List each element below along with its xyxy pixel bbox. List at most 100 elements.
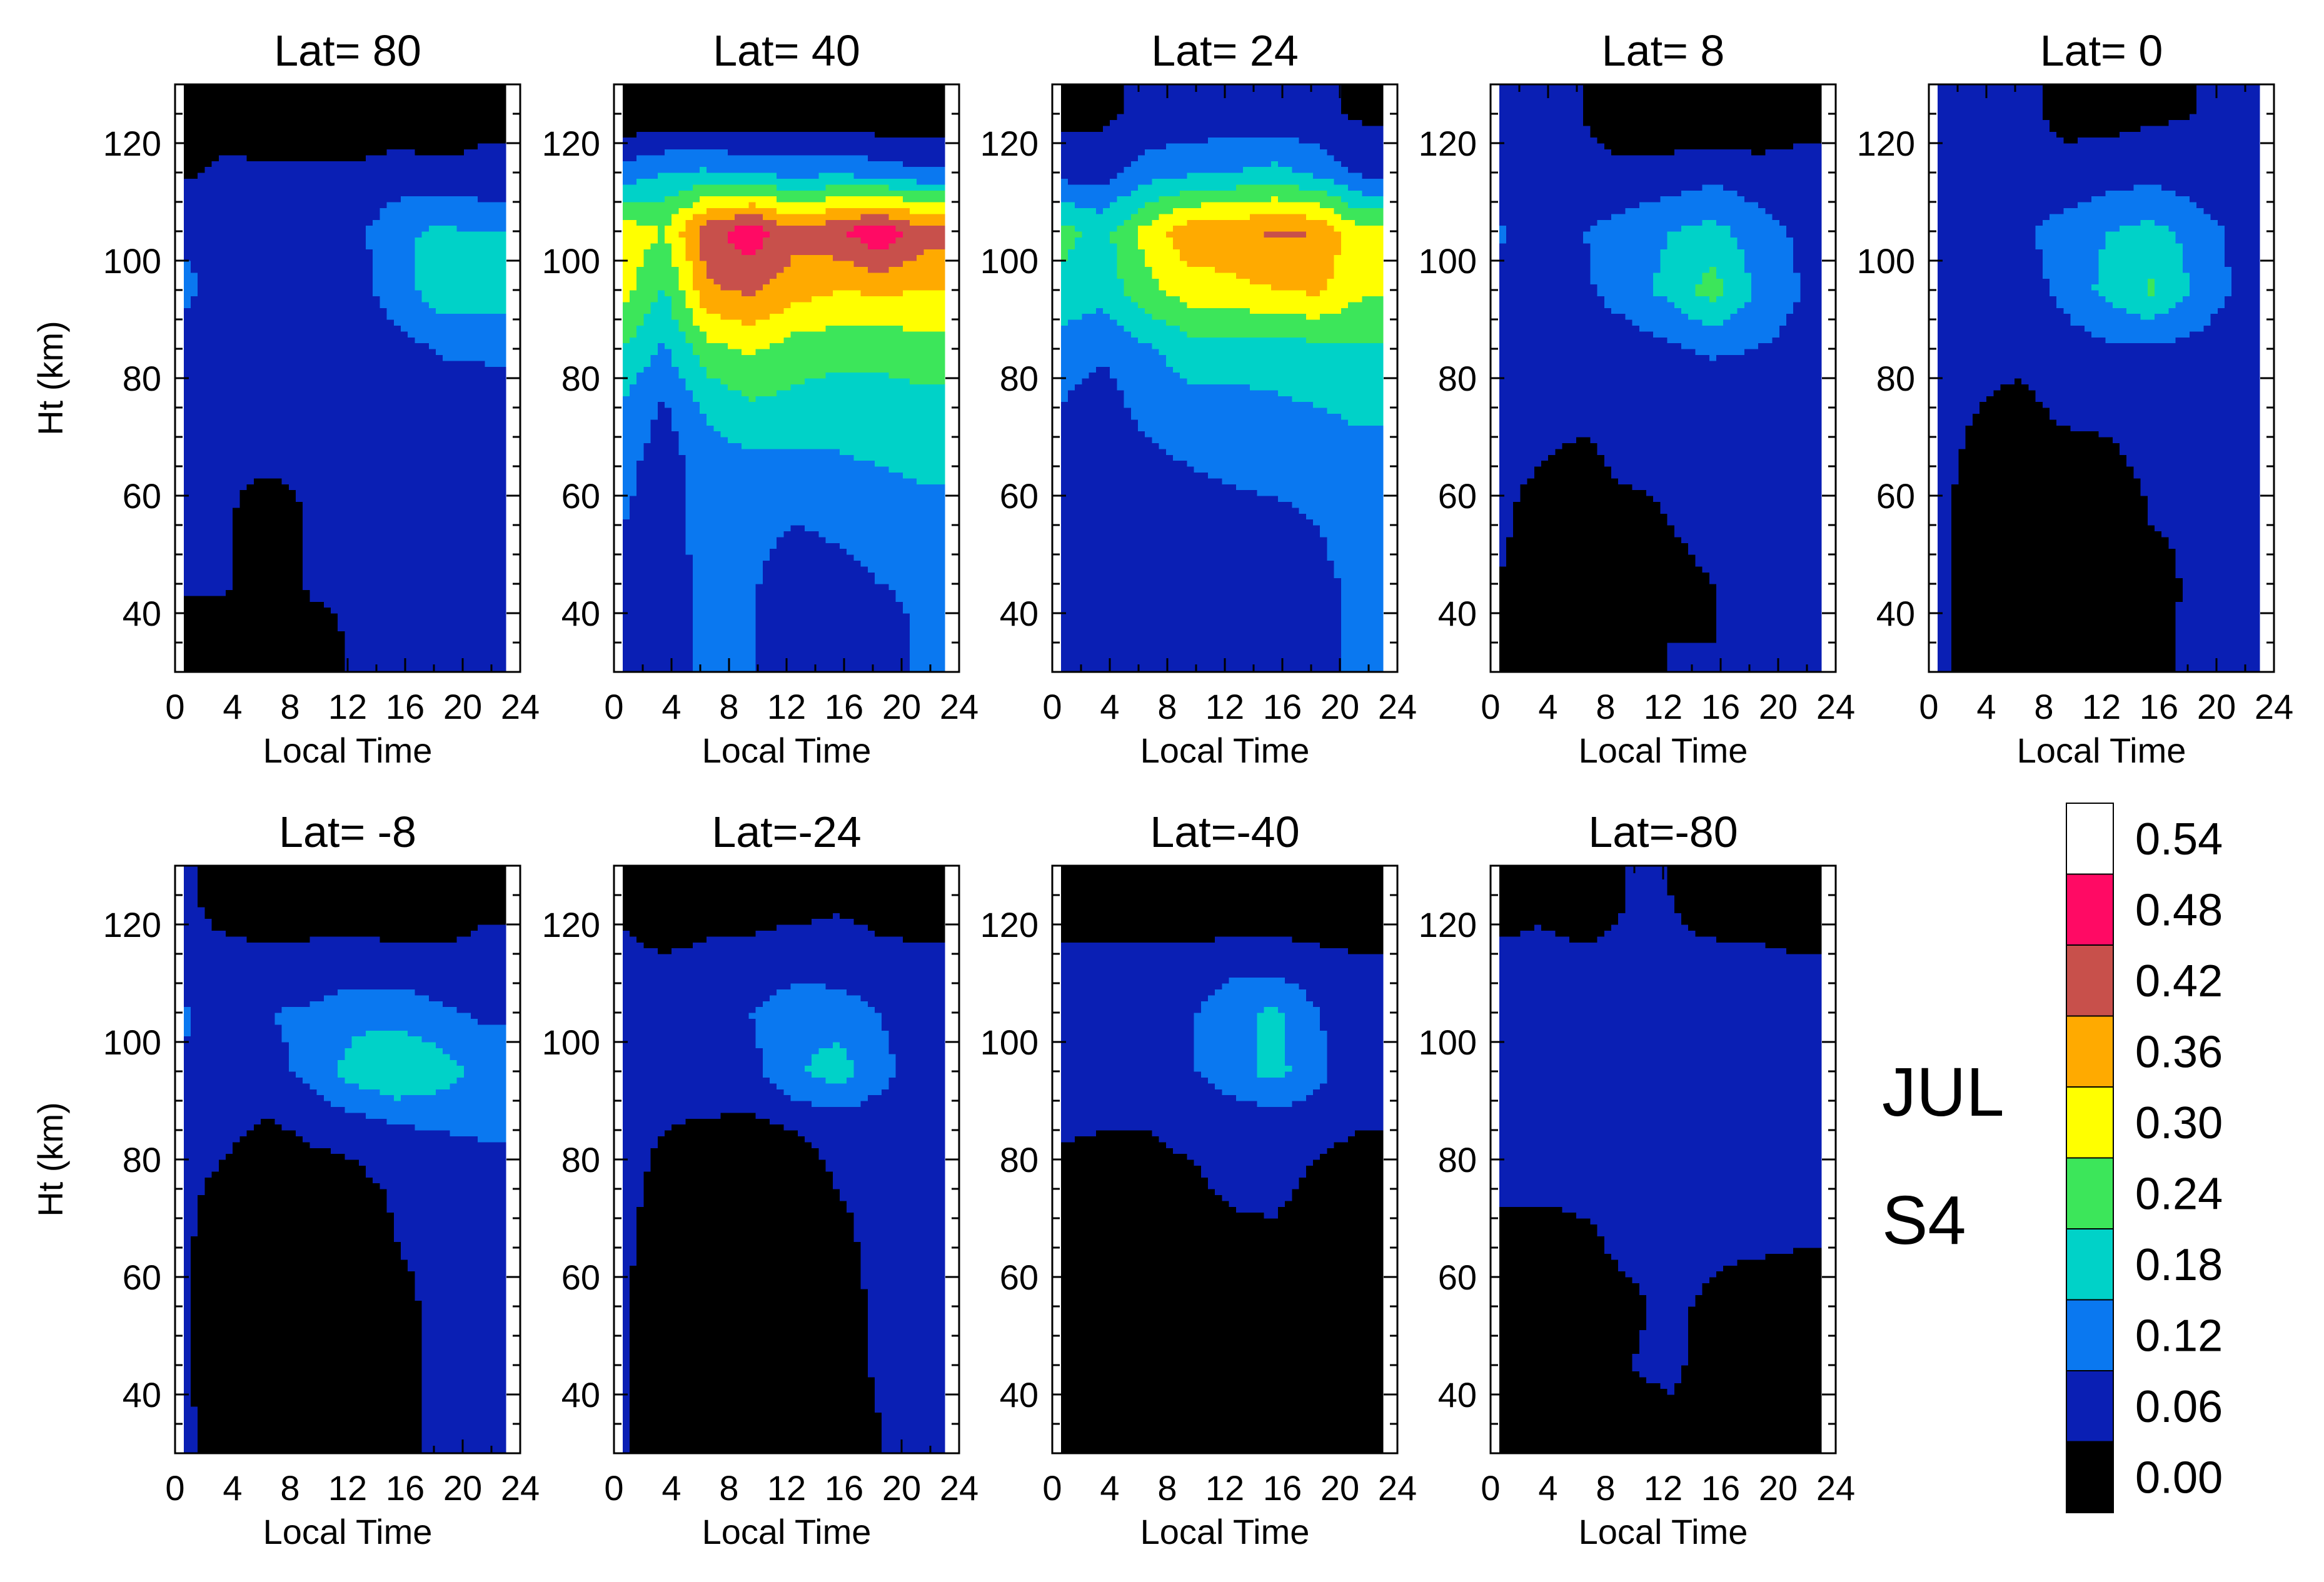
contour-cell [183,196,191,203]
contour-cell [351,284,360,291]
contour-cell [233,466,240,473]
contour-cell [783,654,792,661]
contour-cell [630,666,637,673]
contour-cell [450,584,458,590]
contour-cell [428,460,436,467]
contour-cell [316,131,324,138]
contour-cell [428,408,436,414]
contour-cell [358,372,366,379]
contour-cell [373,243,380,249]
contour-cell [198,237,205,244]
contour-cell [380,337,388,344]
contour-cell [471,384,478,391]
contour-cell [345,125,353,132]
contour-cell [428,584,436,590]
contour-cell [309,454,318,461]
contour-cell [421,213,430,220]
contour-cell [253,231,261,238]
contour-cell [198,607,205,614]
contour-cell [380,507,388,514]
contour-cell [443,389,450,396]
contour-cell [253,296,261,303]
contour-cell [498,125,506,132]
contour-cell [366,589,373,596]
contour-cell [818,643,827,649]
contour-cell [281,213,289,220]
contour-cell [198,384,205,391]
contour-cell [478,484,485,491]
contour-cell [261,601,268,608]
contour-cell [183,466,191,473]
contour-cell [456,431,465,438]
contour-cell [239,190,248,197]
contour-cell [380,114,388,120]
contour-cell [380,173,388,179]
contour-cell [345,572,353,579]
contour-cell [345,437,353,443]
contour-cell [485,501,493,508]
contour-cell [246,666,254,673]
contour-cell [211,460,219,467]
contour-cell [408,478,415,484]
contour-cell [211,648,219,655]
contour-cell [323,501,331,508]
contour-cell [358,272,366,279]
contour-cell [471,466,478,473]
contour-cell [331,243,338,249]
contour-cell [183,161,191,168]
contour-cell [296,319,303,326]
contour-cell [358,443,366,449]
contour-cell [281,225,289,232]
contour-cell [198,331,205,338]
contour-cell [218,613,226,619]
contour-cell [338,501,345,508]
contour-cell [281,125,289,132]
contour-cell [456,578,465,584]
contour-cell [478,349,485,355]
contour-cell [428,319,436,326]
contour-cell [233,366,240,373]
contour-cell [373,472,380,479]
contour-cell [204,654,213,661]
contour-cell [303,154,310,161]
contour-cell [393,619,401,626]
contour-cell [491,219,500,226]
contour-cell [491,272,500,279]
contour-cell [338,90,345,97]
contour-cell [818,660,827,667]
contour-cell [345,161,353,168]
contour-cell [867,643,875,649]
contour-cell [471,448,478,455]
contour-cell [296,114,303,120]
contour-cell [253,536,261,543]
contour-cell [239,525,248,531]
contour-cell [351,536,360,543]
contour-cell [239,313,248,320]
contour-cell [268,560,275,567]
contour-cell [471,202,478,208]
contour-cell [281,472,289,479]
contour-cell [408,566,415,573]
contour-cell [471,648,478,655]
contour-cell [415,119,423,126]
contour-cell [239,119,248,126]
contour-cell [226,636,233,643]
contour-cell [643,666,651,673]
contour-cell [309,301,318,308]
contour-cell [274,548,283,555]
contour-cell [471,161,478,168]
contour-cell [456,489,465,496]
contour-cell [428,554,436,561]
contour-cell [246,84,254,91]
contour-cell [498,296,506,303]
contour-cell [226,313,233,320]
contour-cell [239,419,248,426]
contour-cell [498,313,506,320]
contour-cell [281,272,289,279]
contour-cell [450,237,458,244]
contour-cell [296,578,303,584]
contour-cell [436,501,443,508]
contour-cell [239,102,248,109]
contour-cell [436,196,443,203]
contour-cell [281,349,289,355]
